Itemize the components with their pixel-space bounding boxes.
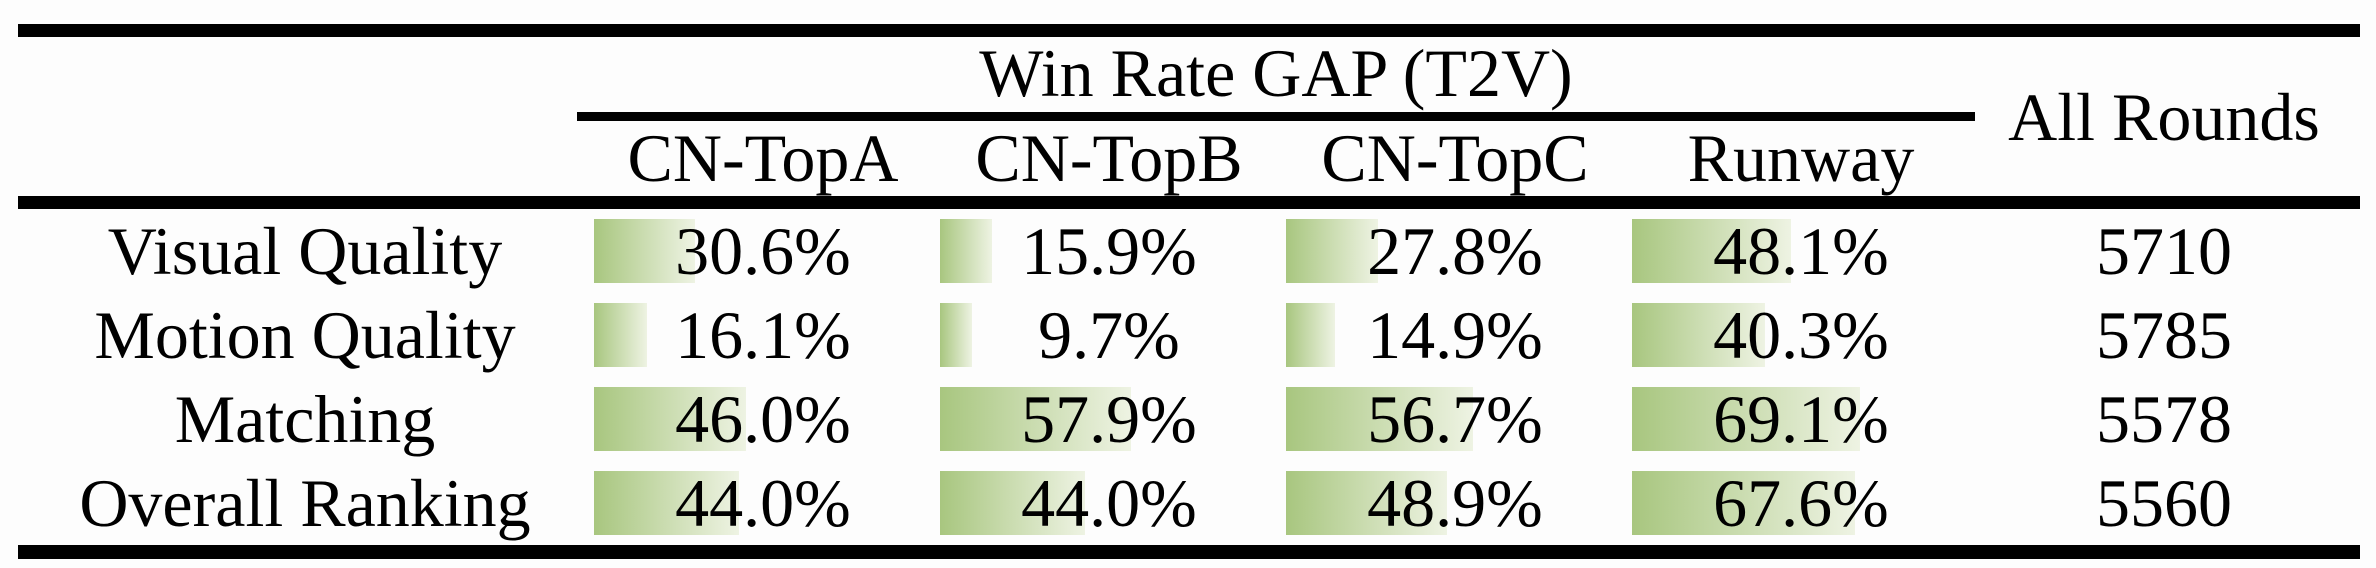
group-header-rule: [577, 112, 1975, 121]
win-rate-bar: [594, 219, 695, 283]
bar-track: [1286, 219, 1616, 283]
win-rate-value: 40.3%: [1713, 297, 1889, 373]
win-rate-value: 46.0%: [675, 381, 851, 457]
win-rate-bar: [1632, 471, 1856, 535]
win-rate-value: 9.7%: [1038, 297, 1180, 373]
win-rate-value: 57.9%: [1021, 381, 1197, 457]
bar-track: [594, 471, 924, 535]
win-rate-value: 48.1%: [1713, 213, 1889, 289]
value-cell: 46.0%: [590, 377, 936, 461]
value-cell: 14.9%: [1282, 293, 1628, 377]
win-rate-value: 48.9%: [1367, 465, 1543, 541]
win-rate-value: 67.6%: [1713, 465, 1889, 541]
bar-track: [594, 303, 924, 367]
value-cell: 57.9%: [936, 377, 1282, 461]
win-rate-bar: [1286, 387, 1474, 451]
row-label: Motion Quality: [94, 297, 516, 373]
bar-track: [1632, 387, 1962, 451]
value-cell: 67.6%: [1628, 461, 1974, 545]
win-rate-value: 14.9%: [1367, 297, 1543, 373]
bar-track: [594, 219, 924, 283]
all-rounds-value: 5560: [2096, 465, 2232, 541]
win-rate-value: 44.0%: [675, 465, 851, 541]
value-cell: 16.1%: [590, 293, 936, 377]
win-rate-value: 30.6%: [675, 213, 851, 289]
win-rate-bar: [1632, 303, 1765, 367]
column-header-cn-topb: CN-TopB: [975, 120, 1243, 196]
value-cell: 44.0%: [936, 461, 1282, 545]
top-rule: [18, 24, 2360, 37]
bottom-rule: [18, 545, 2360, 559]
group-header: Win Rate GAP (T2V): [979, 35, 1573, 111]
all-rounds-header: All Rounds: [2008, 78, 2320, 155]
column-header-cn-topc: CN-TopC: [1321, 120, 1589, 196]
bar-track: [1632, 303, 1962, 367]
row-label: Overall Ranking: [79, 465, 531, 541]
win-rate-bar: [594, 471, 740, 535]
column-headers: CN-TopA CN-TopB CN-TopC Runway: [590, 121, 1974, 196]
value-cell: 27.8%: [1282, 209, 1628, 293]
bar-track: [940, 471, 1270, 535]
row-label: Visual Quality: [107, 213, 503, 289]
bar-track: [940, 303, 1270, 367]
table-row: Overall Ranking 44.0% 44.0% 48.9% 67.6% …: [0, 461, 2376, 545]
all-rounds-value: 5785: [2096, 297, 2232, 373]
all-rounds-value: 5578: [2096, 381, 2232, 457]
value-cell: 48.1%: [1628, 209, 1974, 293]
table-body: Visual Quality 30.6% 15.9% 27.8% 48.1% 5…: [0, 209, 2376, 545]
value-cell: 40.3%: [1628, 293, 1974, 377]
all-rounds-value: 5710: [2096, 213, 2232, 289]
row-label: Matching: [174, 381, 436, 457]
win-rate-bar: [940, 387, 1132, 451]
value-cell: 48.9%: [1282, 461, 1628, 545]
win-rate-bar: [940, 303, 972, 367]
win-rate-bar: [940, 219, 993, 283]
win-rate-value: 56.7%: [1367, 381, 1543, 457]
win-rate-value: 69.1%: [1713, 381, 1889, 457]
bar-track: [594, 387, 924, 451]
column-header-cn-topa: CN-TopA: [627, 120, 899, 196]
win-rate-bar: [940, 471, 1086, 535]
value-cell: 30.6%: [590, 209, 936, 293]
win-rate-bar: [1286, 303, 1336, 367]
win-rate-bar: [1632, 387, 1861, 451]
bar-track: [940, 387, 1270, 451]
value-cell: 56.7%: [1282, 377, 1628, 461]
header-body-rule: [18, 196, 2360, 209]
win-rate-value: 44.0%: [1021, 465, 1197, 541]
win-rate-value: 27.8%: [1367, 213, 1543, 289]
value-cell: 69.1%: [1628, 377, 1974, 461]
win-rate-bar: [1286, 471, 1448, 535]
win-rate-value: 16.1%: [675, 297, 851, 373]
win-rate-bar: [1632, 219, 1791, 283]
table-row: Matching 46.0% 57.9% 56.7% 69.1% 5578: [0, 377, 2376, 461]
bar-track: [1286, 387, 1616, 451]
table-row: Visual Quality 30.6% 15.9% 27.8% 48.1% 5…: [0, 209, 2376, 293]
column-header-runway: Runway: [1687, 120, 1915, 196]
win-rate-bar: [594, 303, 648, 367]
value-cell: 44.0%: [590, 461, 936, 545]
table-row: Motion Quality 16.1% 9.7% 14.9% 40.3% 57…: [0, 293, 2376, 377]
value-cell: 15.9%: [936, 209, 1282, 293]
bar-track: [1286, 303, 1616, 367]
bar-track: [940, 219, 1270, 283]
win-rate-value: 15.9%: [1021, 213, 1197, 289]
bar-track: [1632, 471, 1962, 535]
win-rate-bar: [594, 387, 746, 451]
bar-track: [1632, 219, 1962, 283]
win-rate-bar: [1286, 219, 1378, 283]
value-cell: 9.7%: [936, 293, 1282, 377]
bar-track: [1286, 471, 1616, 535]
